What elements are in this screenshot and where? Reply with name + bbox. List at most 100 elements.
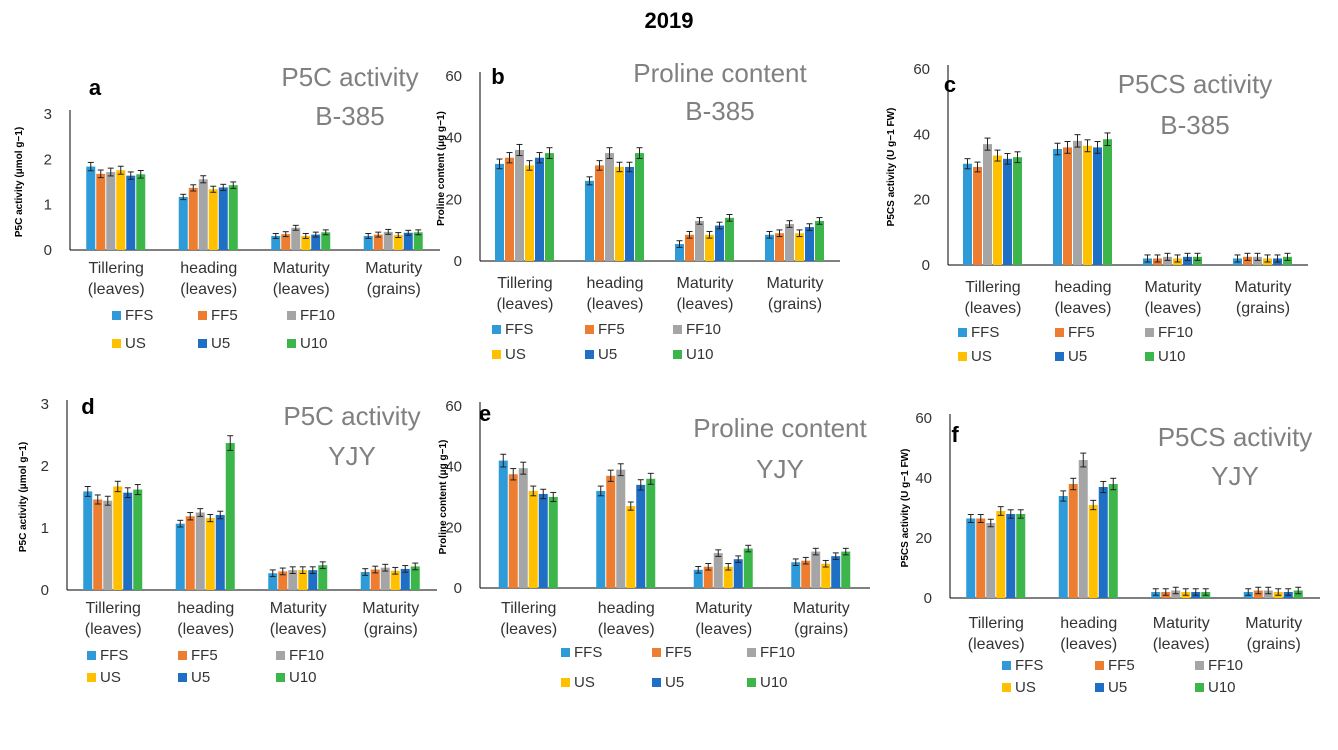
chart-title: Proline content [693,413,867,443]
chart-subtitle: B-385 [685,96,754,126]
bar [403,232,413,250]
bar [585,180,594,261]
bar [815,220,824,261]
y-tick-label: 20 [915,530,932,547]
bar [538,493,548,588]
bar [298,570,308,590]
bar [615,166,624,261]
bar [410,566,420,590]
panel-label: f [951,422,959,447]
category-label: heading [1055,279,1112,296]
category-label: (leaves) [1153,636,1210,653]
legend-entry: FF5 [211,307,238,324]
bar [811,551,821,588]
bar [1253,256,1262,265]
category-label: (leaves) [85,621,142,638]
y-tick-label: 0 [454,580,462,597]
category-label: (grains) [364,621,418,638]
y-tick-label: 1 [44,197,52,214]
bar [976,518,986,598]
legend-entry: FF5 [598,321,625,338]
bar [123,492,133,590]
legend-entry: U5 [1068,348,1087,365]
bar [705,234,714,261]
bar [1016,514,1026,598]
bar [675,244,684,261]
legend-swatch [1195,661,1204,670]
legend-entry: U5 [665,674,684,691]
category-label: heading [598,600,655,617]
legend-entry: U10 [686,346,714,363]
bar [103,500,113,590]
bar [983,144,992,265]
legend-swatch [561,648,570,657]
bar [83,491,93,590]
bar [635,153,644,261]
legend-swatch [492,350,501,359]
bar [596,490,606,588]
bar [993,155,1002,265]
legend-swatch [1055,328,1064,337]
bar [185,516,195,590]
bar [695,220,704,261]
category-label: Maturity [365,260,422,277]
bar [413,232,423,250]
category-label: (leaves) [270,621,327,638]
legend-entry: FF10 [760,644,795,661]
y-tick-label: 0 [924,590,932,607]
chart-title: P5CS activity [1158,422,1313,452]
legend-swatch [287,339,296,348]
chart-subtitle: YJY [328,441,376,471]
y-tick-label: 40 [915,470,932,487]
legend-swatch [958,352,967,361]
bar [775,233,784,261]
y-tick-label: 3 [41,396,49,413]
legend-swatch [1055,352,1064,361]
bar [106,172,116,250]
y-tick-label: 3 [44,106,52,123]
category-label: Maturity [1145,279,1202,296]
bar [1171,590,1181,598]
bar [616,469,626,588]
category-label: (grains) [794,621,848,638]
chart-title: Proline content [633,58,807,88]
bar [713,553,723,588]
category-label: (leaves) [677,296,734,313]
bar [373,234,383,250]
legend-swatch [585,325,594,334]
bar [1003,158,1012,265]
legend-entry: US [100,669,121,686]
bar [1013,157,1022,265]
bar [400,568,410,590]
legend-entry: FFS [100,647,128,664]
bar [383,231,393,250]
legend-entry: U5 [191,669,210,686]
y-axis-title: P5CS activity (U g−1 FW) [900,449,911,568]
panel-label: a [89,75,102,100]
category-label: (leaves) [180,281,237,298]
panel-label: b [491,64,504,89]
y-tick-label: 20 [445,519,462,536]
bar [195,512,205,590]
legend-swatch [276,673,285,682]
legend-swatch [112,339,121,348]
legend-swatch [652,648,661,657]
category-label: (leaves) [1055,300,1112,317]
legend-swatch [1145,328,1154,337]
y-tick-label: 0 [44,242,52,259]
legend-swatch [1095,683,1104,692]
bar [1243,256,1252,265]
chart-subtitle: B-385 [1160,110,1229,140]
bar [93,499,103,590]
category-label: (leaves) [497,296,554,313]
chart-panel-f: 0 20 40 60 P5CS activity (U g−1 FW) Tillering… [890,400,1336,750]
bar [393,235,403,250]
panel-label: d [81,394,94,419]
bar [218,187,228,250]
bar [545,153,554,261]
legend-swatch [112,311,121,320]
bar [525,165,534,261]
category-label: heading [177,600,234,617]
bar [228,185,238,250]
bar [278,571,288,590]
